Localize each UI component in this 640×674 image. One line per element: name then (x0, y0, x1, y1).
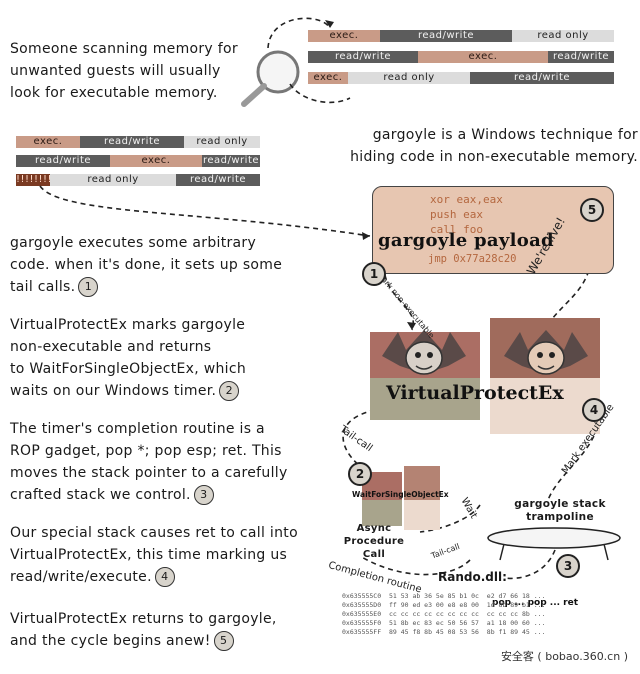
segment-exec: exec. (16, 136, 80, 148)
scan-intro-text: Someone scanning memory for unwanted gue… (10, 41, 238, 101)
segment-read-write: read/write (202, 155, 260, 167)
segment-read-only: read only (50, 174, 176, 186)
segment-read-write: read/write (16, 155, 110, 167)
step-3: The timer's completion routine is a ROP … (10, 418, 340, 506)
segment-exec: exec. (308, 72, 348, 84)
rando-dll-label: Rando.dll: (438, 570, 507, 584)
scanned-memory-map: exec. read/write read only read/write ex… (308, 30, 614, 86)
segment-read-only: read only (184, 136, 260, 148)
segment-read-write: read/write (80, 136, 184, 148)
segment-read-only: read only (512, 30, 614, 42)
vp-tile-bottom-left (370, 378, 480, 420)
vp-tile-bottom-right (490, 378, 600, 434)
payload-code-line: push eax (430, 208, 483, 221)
gargoyle-icon (504, 330, 588, 375)
step-1: gargoyle executes some arbitrary code. w… (10, 232, 310, 298)
hex-dump: 0x635555C0 51 53 ab 36 5e 85 b1 0c e2 d7… (342, 592, 546, 636)
trampoline-label: gargoyle stack trampoline (514, 498, 606, 523)
segment-read-write: read/write (176, 174, 260, 186)
gargoyle-payload-box (372, 186, 614, 274)
step-2-text: VirtualProtectEx marks gargoyle non-exec… (10, 317, 247, 399)
step-badge: 5 (213, 631, 234, 651)
payload-code: xor eax,eax push eax call foo (430, 192, 503, 237)
step-2: VirtualProtectEx marks gargoyle non-exec… (10, 314, 310, 402)
segment-read-write: read/write (470, 72, 614, 84)
payload-title: gargoyle payload (378, 230, 554, 251)
segment-exec: exec. (308, 30, 380, 42)
payload-jmp: jmp 0x77a28c20 (428, 253, 517, 265)
segment-read-only: read only (348, 72, 470, 84)
payload-code-line: call foo (430, 223, 483, 236)
magnifier-icon (241, 50, 300, 107)
step-badge: 1 (78, 277, 99, 297)
step-badge: 4 (154, 567, 175, 587)
technique-intro-text: gargoyle is a Windows technique for hidi… (350, 127, 638, 165)
step-4: Our special stack causes ret to call int… (10, 522, 340, 588)
segment-read-write: read/write (548, 51, 614, 63)
rop-gadget-label: pop ... pop ... ret (492, 598, 579, 608)
step-5: VirtualProtectEx returns to gargoyle, an… (10, 608, 340, 652)
wait-tile-d (404, 500, 440, 530)
gargoyle-memory-map: exec. read/write read only read/write ex… (16, 136, 260, 188)
wait-tile-c (362, 500, 402, 526)
async-procedure-call: Async Procedure Call (343, 523, 405, 560)
trampoline-icon (487, 527, 621, 561)
virtualprotectex-label: VirtualProtectEx (386, 382, 564, 404)
segment-read-write: read/write (380, 30, 512, 42)
gargoyle-icon (382, 330, 466, 375)
wait-tile-b (404, 466, 440, 500)
diagram-badge-5: 5 (580, 198, 604, 222)
diagram-badge-4: 4 (582, 398, 606, 422)
waitforsingleobjectex-label: WaitForSingleObjectEx (352, 490, 449, 499)
step-badge: 2 (219, 381, 240, 401)
segment-read-write: read/write (308, 51, 418, 63)
step-badge: 3 (193, 485, 214, 505)
segment-exec: exec. (110, 155, 202, 167)
diagram-badge-1: 1 (362, 262, 386, 286)
payload-code-line: xor eax,eax (430, 193, 503, 206)
watermark: 安全客 ( bobao.360.cn ) (500, 650, 628, 663)
step-5-text: VirtualProtectEx returns to gargoyle, an… (10, 611, 277, 649)
diagram-badge-2: 2 (348, 462, 372, 486)
segment-gargoyle-marker: !!!!!!!! (16, 174, 50, 186)
segment-exec: exec. (418, 51, 548, 63)
step-1-text: gargoyle executes some arbitrary code. w… (10, 235, 283, 295)
step-4-text: Our special stack causes ret to call int… (10, 525, 298, 585)
step-3-text: The timer's completion routine is a ROP … (10, 421, 288, 503)
diagram-badge-3: 3 (556, 554, 580, 578)
